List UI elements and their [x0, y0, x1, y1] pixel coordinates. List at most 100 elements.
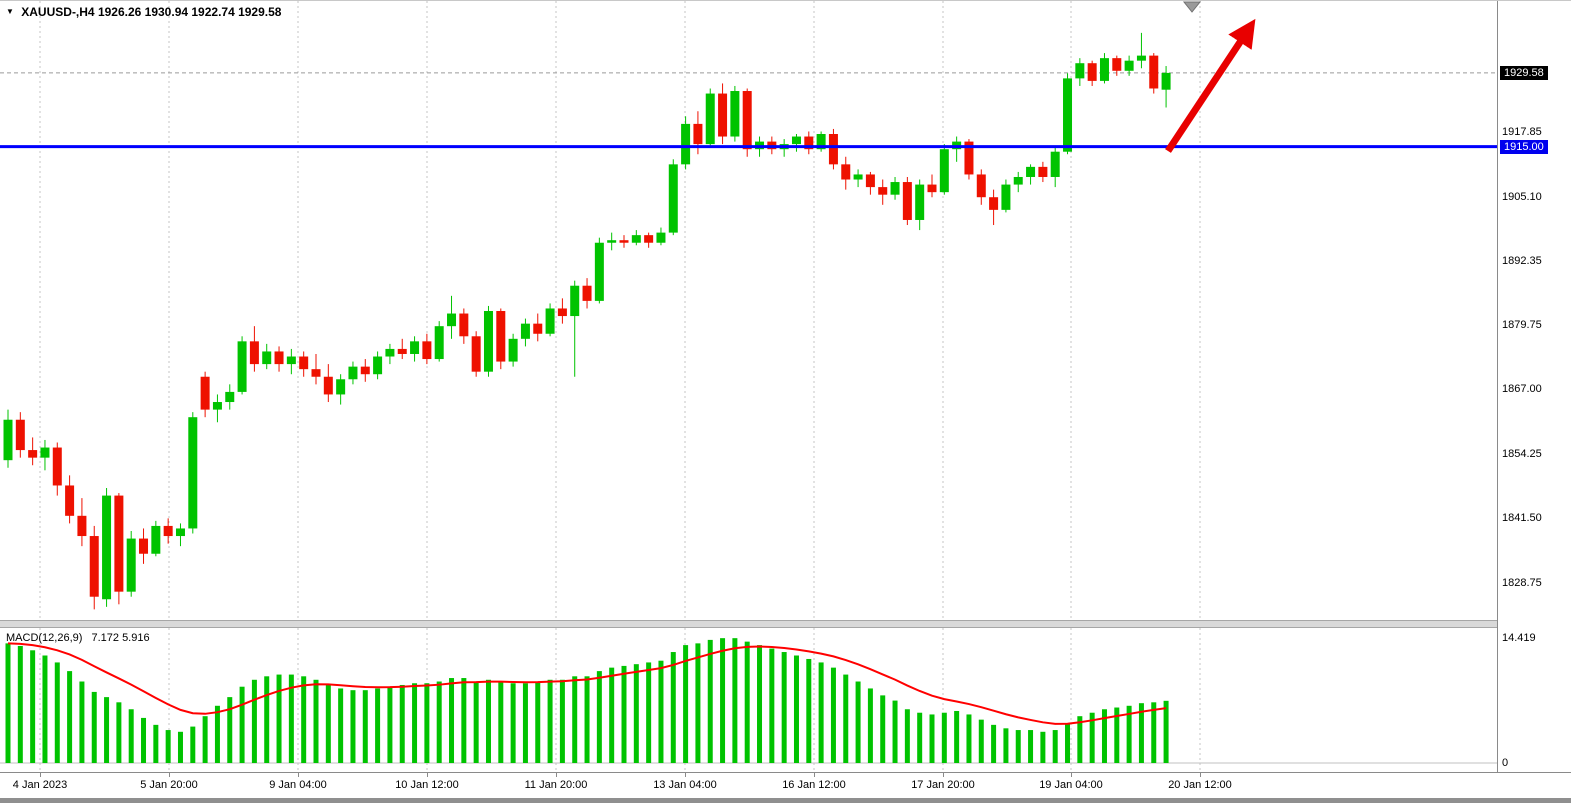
candle-bullish: [915, 179, 925, 231]
quote-ohlc: 1926.26 1930.94 1922.74 1929.58: [97, 5, 282, 19]
macd-histogram-bar: [276, 674, 282, 763]
candle-body: [557, 308, 567, 317]
macd-histogram-bar: [855, 681, 861, 763]
candle-bearish: [718, 83, 728, 145]
candle-body: [299, 356, 309, 370]
candle-body: [28, 450, 38, 458]
candle-bearish: [496, 308, 506, 370]
candle-body: [15, 419, 25, 451]
candle-bullish: [791, 134, 801, 152]
candle-bullish: [1075, 58, 1085, 86]
price-axis[interactable]: 1929.58 1917.85 1915.00 1905.10 1892.35 1879.…: [1497, 1, 1571, 772]
candle-bullish: [385, 343, 395, 365]
time-axis-tick: [169, 773, 170, 777]
symbol-dropdown-icon[interactable]: ▼: [6, 7, 14, 16]
macd-histogram-bar: [165, 730, 171, 763]
candle-body: [471, 336, 481, 372]
macd-histogram-bar: [399, 684, 405, 763]
candle-bearish: [619, 235, 629, 248]
macd-histogram-bar: [609, 667, 615, 763]
candle-bullish: [508, 333, 518, 367]
candle-bearish: [200, 371, 210, 418]
macd-histogram-bar: [128, 709, 134, 763]
time-axis-tick: [814, 773, 815, 777]
macd-histogram-bar: [153, 724, 159, 763]
macd-histogram-bar: [362, 690, 368, 763]
candle-bullish: [520, 318, 530, 347]
candle-body: [385, 348, 395, 357]
price-axis-label: 1879.75: [1502, 318, 1542, 331]
candle-body: [989, 197, 999, 210]
macd-histogram-bar: [572, 676, 578, 763]
candle-body: [705, 93, 715, 145]
candle-body: [853, 174, 863, 180]
candle-bullish: [40, 439, 50, 471]
candle-bearish: [397, 338, 407, 360]
time-axis-tick: [1071, 773, 1072, 777]
candle-body: [1038, 166, 1048, 177]
candle-body: [3, 419, 13, 461]
macd-histogram-bar: [288, 674, 294, 763]
macd-histogram-bar: [966, 714, 972, 763]
trend-arrow[interactable]: [1165, 18, 1256, 153]
time-axis-tick: [685, 773, 686, 777]
macd-histogram-bar: [473, 681, 479, 763]
candle-bullish: [336, 374, 346, 405]
macd-axis-label: 0: [1502, 757, 1509, 769]
candle-body: [533, 323, 543, 334]
candle-body: [742, 91, 752, 150]
candle-body: [77, 515, 87, 537]
candle-body: [730, 91, 740, 137]
candle-body: [249, 341, 259, 365]
macd-histogram-bar: [141, 717, 147, 763]
macd-histogram-bar: [1126, 705, 1132, 763]
macd-indicator-panel[interactable]: [0, 628, 1497, 772]
macd-histogram-bar: [830, 667, 836, 763]
candle-bearish: [114, 493, 124, 605]
macd-histogram-bar: [1052, 730, 1058, 763]
macd-histogram-bar: [1163, 700, 1169, 763]
macd-histogram-bar: [424, 683, 430, 763]
candle-body: [656, 232, 666, 243]
macd-histogram-bar: [510, 683, 516, 763]
candle-bearish: [139, 528, 149, 564]
candle-bullish: [373, 351, 383, 380]
macd-histogram-bar: [707, 639, 713, 763]
candle-bullish: [570, 280, 580, 377]
time-axis-label: 17 Jan 20:00: [911, 779, 975, 791]
macd-histogram-bar: [461, 678, 467, 763]
candle-bearish: [471, 331, 481, 377]
candle-bullish: [1063, 73, 1073, 155]
macd-histogram-bar: [806, 658, 812, 763]
candle-body: [668, 164, 678, 233]
candle-body: [607, 240, 617, 243]
macd-histogram-bar: [559, 679, 565, 763]
candle-body: [188, 417, 198, 529]
candle-bullish: [447, 295, 457, 339]
time-axis[interactable]: 4 Jan 2023 5 Jan 20:00 9 Jan 04:00 10 Jan 1…: [0, 772, 1571, 798]
macd-histogram-bar: [227, 697, 233, 763]
chart-shift-marker-icon[interactable]: [1182, 1, 1202, 13]
macd-histogram-bar: [104, 697, 110, 763]
candle-bullish: [594, 237, 604, 304]
macd-histogram-bar: [264, 676, 270, 763]
candle-body: [1087, 63, 1097, 81]
price-chart-panel[interactable]: [0, 1, 1497, 621]
candle-body: [163, 525, 173, 537]
candle-body: [373, 356, 383, 375]
panel-separator[interactable]: [0, 620, 1571, 628]
candle-bullish: [126, 530, 136, 597]
candle-bullish: [730, 85, 740, 142]
candle-body: [200, 376, 210, 410]
candle-bearish: [1087, 60, 1097, 86]
macd-histogram-bar: [1138, 703, 1144, 763]
macd-histogram-bar: [929, 714, 935, 763]
macd-histogram-bar: [1003, 728, 1009, 763]
candle-body: [286, 356, 296, 365]
macd-histogram-bar: [449, 678, 455, 763]
candle-body: [139, 538, 149, 554]
candle-body: [976, 174, 986, 198]
candle-bearish: [841, 156, 851, 190]
candle-bearish: [311, 353, 321, 385]
